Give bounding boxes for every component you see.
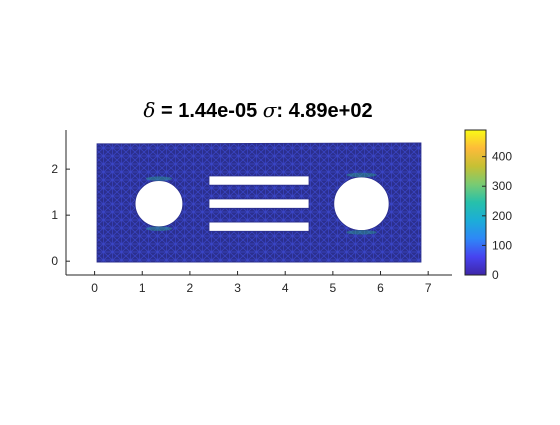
x-tick-label: 5 <box>330 281 337 295</box>
x-tick-label: 0 <box>91 281 98 295</box>
axes: 0 1 2 3 4 5 6 7 0 1 2 <box>51 130 452 295</box>
colorbar-tick-label: 300 <box>492 179 512 193</box>
y-tick-label: 2 <box>51 162 58 176</box>
mesh-body <box>96 142 422 263</box>
y-tick-label: 0 <box>51 254 58 268</box>
stress-hotspot <box>346 230 377 235</box>
mesh-plot <box>96 142 422 263</box>
stress-hotspot <box>145 176 173 181</box>
x-tick-label: 2 <box>187 281 194 295</box>
colorbar-tick-label: 400 <box>492 150 512 164</box>
y-tick-label: 1 <box>51 208 58 222</box>
colorbar-tick-label: 100 <box>492 238 512 252</box>
chart-title: δ = 1.44e-05 σ: 4.89e+02 <box>143 98 372 122</box>
title-delta-text: = 1.44e-05 <box>155 100 262 122</box>
x-tick-label: 1 <box>139 281 146 295</box>
x-tick-label: 4 <box>282 281 289 295</box>
title-delta-symbol: δ <box>143 98 155 122</box>
x-tick-label: 6 <box>377 281 384 295</box>
colorbar-tick-label: 0 <box>492 268 499 282</box>
title-sigma-text: : 4.89e+02 <box>276 100 372 122</box>
x-tick-label: 3 <box>234 281 241 295</box>
stress-hotspot <box>346 172 377 178</box>
title-sigma-symbol: σ <box>263 98 278 122</box>
stress-hotspot <box>145 226 173 231</box>
colorbar-gradient <box>464 129 487 276</box>
colorbar: 0 100 200 300 400 <box>464 129 512 282</box>
colorbar-tick-label: 200 <box>492 209 512 223</box>
x-tick-label: 7 <box>425 281 432 295</box>
